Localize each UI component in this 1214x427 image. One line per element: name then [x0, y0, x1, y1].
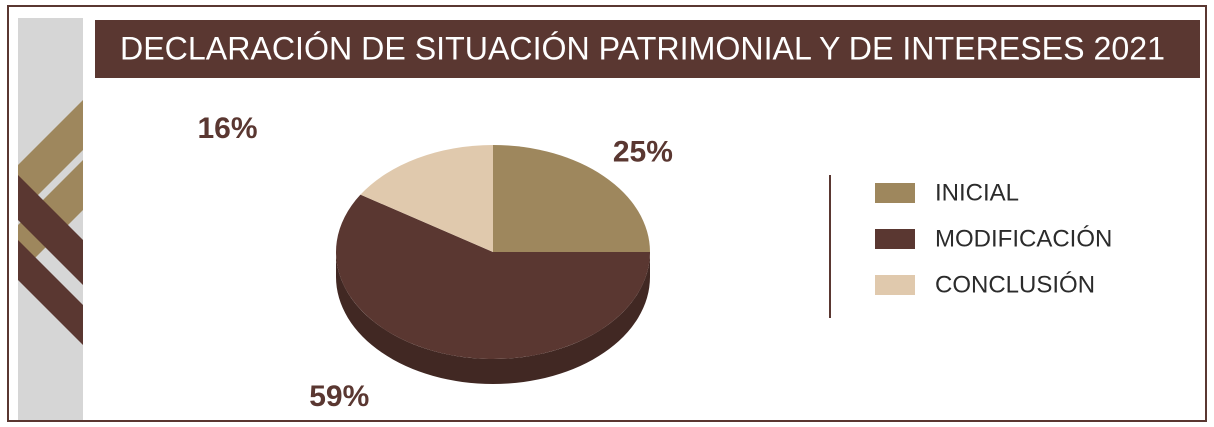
chart-title: DECLARACIÓN DE SITUACIÓN PATRIMONIAL Y D…	[120, 30, 1165, 66]
decor-strip	[18, 18, 83, 420]
legend-swatch	[875, 275, 915, 295]
value-label: 59%	[309, 380, 369, 413]
pie-slice	[336, 194, 650, 359]
legend-swatch	[875, 183, 915, 203]
title-bar	[95, 20, 1200, 78]
legend-label: CONCLUSIÓN	[935, 271, 1095, 298]
legend-label: INICIAL	[935, 179, 1019, 206]
pie-slice	[493, 145, 650, 252]
pie-slice	[360, 145, 493, 252]
legend-swatch	[875, 229, 915, 249]
frame	[7, 5, 1207, 422]
value-label: 25%	[613, 136, 673, 169]
pie-side	[336, 252, 650, 384]
value-label: 16%	[197, 112, 257, 145]
legend-label: MODIFICACIÓN	[935, 225, 1112, 252]
